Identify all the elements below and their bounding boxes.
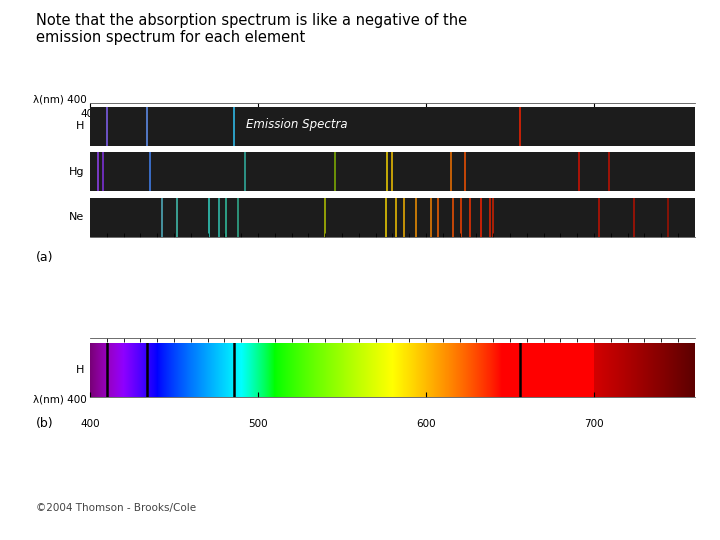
Text: Emission Spectra: Emission Spectra	[246, 118, 348, 131]
Text: emission spectrum for each element: emission spectrum for each element	[36, 30, 305, 45]
Text: (a): (a)	[36, 251, 53, 264]
Text: H: H	[76, 122, 84, 131]
Text: ©2004 Thomson - Brooks/Cole: ©2004 Thomson - Brooks/Cole	[36, 503, 196, 513]
Text: λ(nm) 400: λ(nm) 400	[32, 394, 86, 404]
Text: Ne: Ne	[69, 212, 84, 222]
Text: (b): (b)	[36, 417, 53, 430]
Text: H: H	[76, 365, 84, 375]
Text: Note that the absorption spectrum is like a negative of the: Note that the absorption spectrum is lik…	[36, 14, 467, 29]
Text: λ(nm) 400: λ(nm) 400	[32, 94, 86, 104]
Text: Hg: Hg	[68, 167, 84, 177]
